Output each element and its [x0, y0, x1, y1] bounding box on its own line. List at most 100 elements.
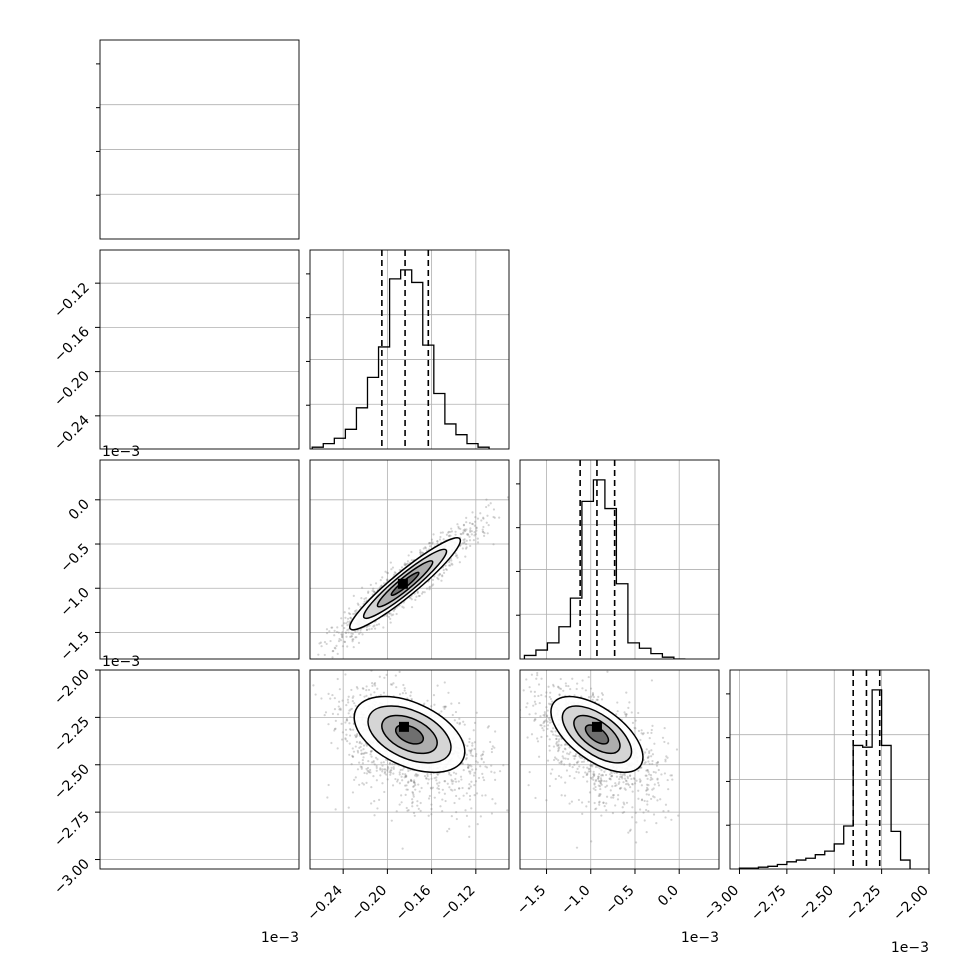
- sample-point: [361, 633, 363, 635]
- sample-point: [342, 645, 344, 647]
- sample-point: [340, 617, 342, 619]
- sample-point: [335, 645, 337, 647]
- sample-point: [475, 533, 477, 535]
- sample-point: [444, 565, 446, 567]
- sample-point: [414, 599, 416, 601]
- sample-point: [443, 572, 445, 574]
- sample-point: [359, 629, 361, 631]
- panel-grid: [0, 40, 299, 239]
- sample-point: [350, 632, 352, 634]
- sample-point: [456, 554, 458, 556]
- sample-point: [358, 642, 360, 644]
- sample-point: [394, 571, 396, 573]
- sample-point: [493, 508, 495, 510]
- sample-point: [340, 639, 342, 641]
- sample-point: [471, 533, 473, 535]
- sample-point: [428, 588, 430, 590]
- sample-point: [457, 526, 459, 528]
- sample-point: [482, 526, 484, 528]
- sample-point: [375, 582, 377, 584]
- sample-point: [463, 541, 465, 543]
- sample-point: [390, 621, 392, 623]
- sample-point: [466, 540, 468, 542]
- sample-point: [490, 502, 492, 504]
- sample-point: [388, 616, 390, 618]
- sample-point: [469, 522, 471, 524]
- sample-point: [372, 625, 374, 627]
- sample-point: [474, 525, 476, 527]
- sample-point: [482, 528, 484, 530]
- sample-point: [463, 524, 465, 526]
- sample-point: [341, 634, 343, 636]
- sample-point: [422, 591, 424, 593]
- sample-point: [439, 538, 441, 540]
- sample-point: [389, 618, 391, 620]
- sample-point: [405, 563, 407, 565]
- sample-point: [477, 541, 479, 543]
- sample-point: [336, 626, 338, 628]
- sample-point: [392, 566, 394, 568]
- sample-point: [441, 575, 443, 577]
- panel-grid: [730, 670, 929, 869]
- sample-point: [359, 631, 361, 633]
- sample-point: [364, 601, 366, 603]
- sample-point: [426, 588, 428, 590]
- sample-point: [498, 517, 500, 519]
- sample-point: [326, 643, 328, 645]
- sample-point: [334, 647, 336, 649]
- sample-point: [346, 645, 348, 647]
- sample-point: [401, 566, 403, 568]
- sample-point: [345, 622, 347, 624]
- sample-point: [419, 551, 421, 553]
- sample-point: [462, 532, 464, 534]
- sample-point: [451, 564, 453, 566]
- sample-point: [469, 539, 471, 541]
- sample-point: [324, 654, 326, 656]
- sample-point: [456, 556, 458, 558]
- sample-point: [460, 533, 462, 535]
- sample-point: [307, 660, 309, 662]
- panel-frame: [730, 670, 929, 869]
- sample-point: [431, 539, 433, 541]
- sample-point: [351, 638, 353, 640]
- sample-point: [432, 579, 434, 581]
- sample-point: [471, 511, 473, 513]
- sample-point: [410, 551, 412, 553]
- sample-point: [464, 528, 466, 530]
- sample-point: [345, 636, 347, 638]
- sample-point: [371, 628, 373, 630]
- sample-point: [353, 646, 355, 648]
- sample-point: [456, 523, 458, 525]
- panel-grid: [0, 670, 299, 869]
- panel-grid: [0, 250, 299, 449]
- sample-point: [401, 606, 403, 608]
- sample-point: [486, 515, 488, 517]
- sample-point: [431, 584, 433, 586]
- sample-point: [392, 614, 394, 616]
- sample-point: [459, 561, 461, 563]
- sample-point: [445, 568, 447, 570]
- sample-point: [341, 636, 343, 638]
- sample-point: [393, 610, 395, 612]
- sample-point: [479, 512, 481, 514]
- sample-point: [353, 595, 355, 597]
- sample-point: [336, 631, 338, 633]
- panel-frame: [100, 250, 299, 449]
- sample-point: [439, 573, 441, 575]
- sample-point: [492, 543, 494, 545]
- sample-point: [448, 535, 450, 537]
- sample-point: [346, 624, 348, 626]
- sample-point: [471, 523, 473, 525]
- sample-point: [415, 596, 417, 598]
- sample-point: [459, 528, 461, 530]
- sample-point: [485, 506, 487, 508]
- sample-point: [473, 539, 475, 541]
- sample-point: [408, 554, 410, 556]
- panel-grid: [310, 460, 509, 659]
- sample-point: [419, 549, 421, 551]
- panel-grid: [520, 460, 719, 659]
- panel-grid: [0, 460, 299, 659]
- sample-point: [417, 592, 419, 594]
- sample-point: [321, 667, 323, 669]
